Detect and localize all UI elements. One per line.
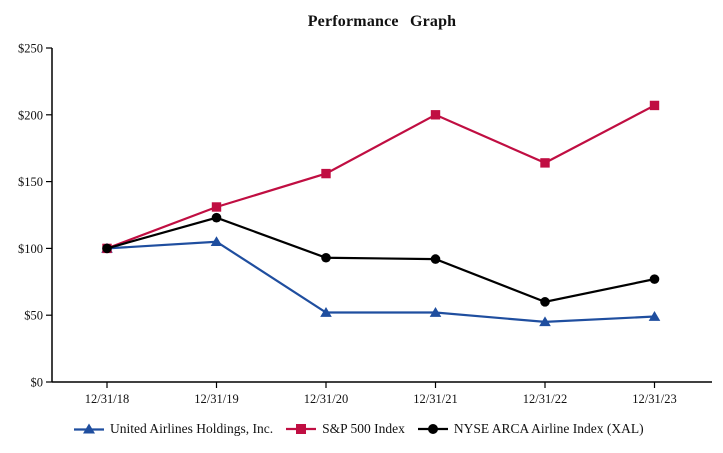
data-point-triangle [429, 307, 442, 317]
data-point-circle [430, 254, 441, 264]
x-tick-label: 12/31/23 [632, 392, 676, 406]
y-tick-label: $150 [18, 175, 43, 189]
y-tick-label: $100 [18, 242, 43, 256]
x-tick-label: 12/31/18 [85, 392, 129, 406]
chart-title: Performance Graph [307, 13, 457, 30]
legend-item-united-airlines: United Airlines Holdings, Inc. [74, 421, 273, 437]
data-point-square [211, 202, 222, 212]
triangle-marker-icon [74, 423, 104, 434]
y-tick-label: $0 [31, 376, 44, 390]
x-tick-label: 12/31/20 [304, 392, 348, 406]
data-point-square [649, 100, 660, 111]
legend-label: S&P 500 Index [322, 421, 405, 436]
y-tick-label: $250 [18, 42, 43, 56]
data-point-circle [211, 212, 222, 223]
y-tick-label: $50 [24, 309, 43, 323]
circle-marker-icon [417, 424, 448, 434]
data-point-square [321, 168, 331, 179]
legend-label: United Airlines Holdings, Inc. [110, 421, 274, 436]
square-marker-icon [286, 424, 317, 434]
data-point-triangle [210, 236, 223, 247]
data-point-triangle [648, 311, 661, 321]
series-line-0 [106, 240, 655, 323]
x-tick-label: 12/31/22 [523, 392, 567, 406]
series-line-2 [106, 216, 655, 303]
legend-item-sp500: S&P 500 Index [286, 421, 405, 437]
data-point-triangle [320, 307, 332, 317]
x-tick-label: 12/31/19 [194, 392, 238, 406]
legend-label: NYSE ARCA Airline Index (XAL) [453, 421, 644, 436]
y-tick-label: $200 [18, 108, 43, 122]
data-point-triangle [539, 316, 551, 327]
legend-item-nyse-arca: NYSE ARCA Airline Index (XAL) [417, 421, 644, 437]
x-tick-label: 12/31/21 [413, 392, 457, 406]
data-point-circle [102, 243, 112, 254]
data-point-circle [540, 297, 550, 307]
chart-legend: United Airlines Holdings, Inc. S&P 500 I… [74, 421, 644, 437]
data-point-square [540, 158, 550, 168]
series-line-1 [106, 104, 656, 250]
data-point-circle [649, 274, 660, 284]
data-point-square [430, 110, 441, 120]
data-point-circle [321, 252, 331, 263]
